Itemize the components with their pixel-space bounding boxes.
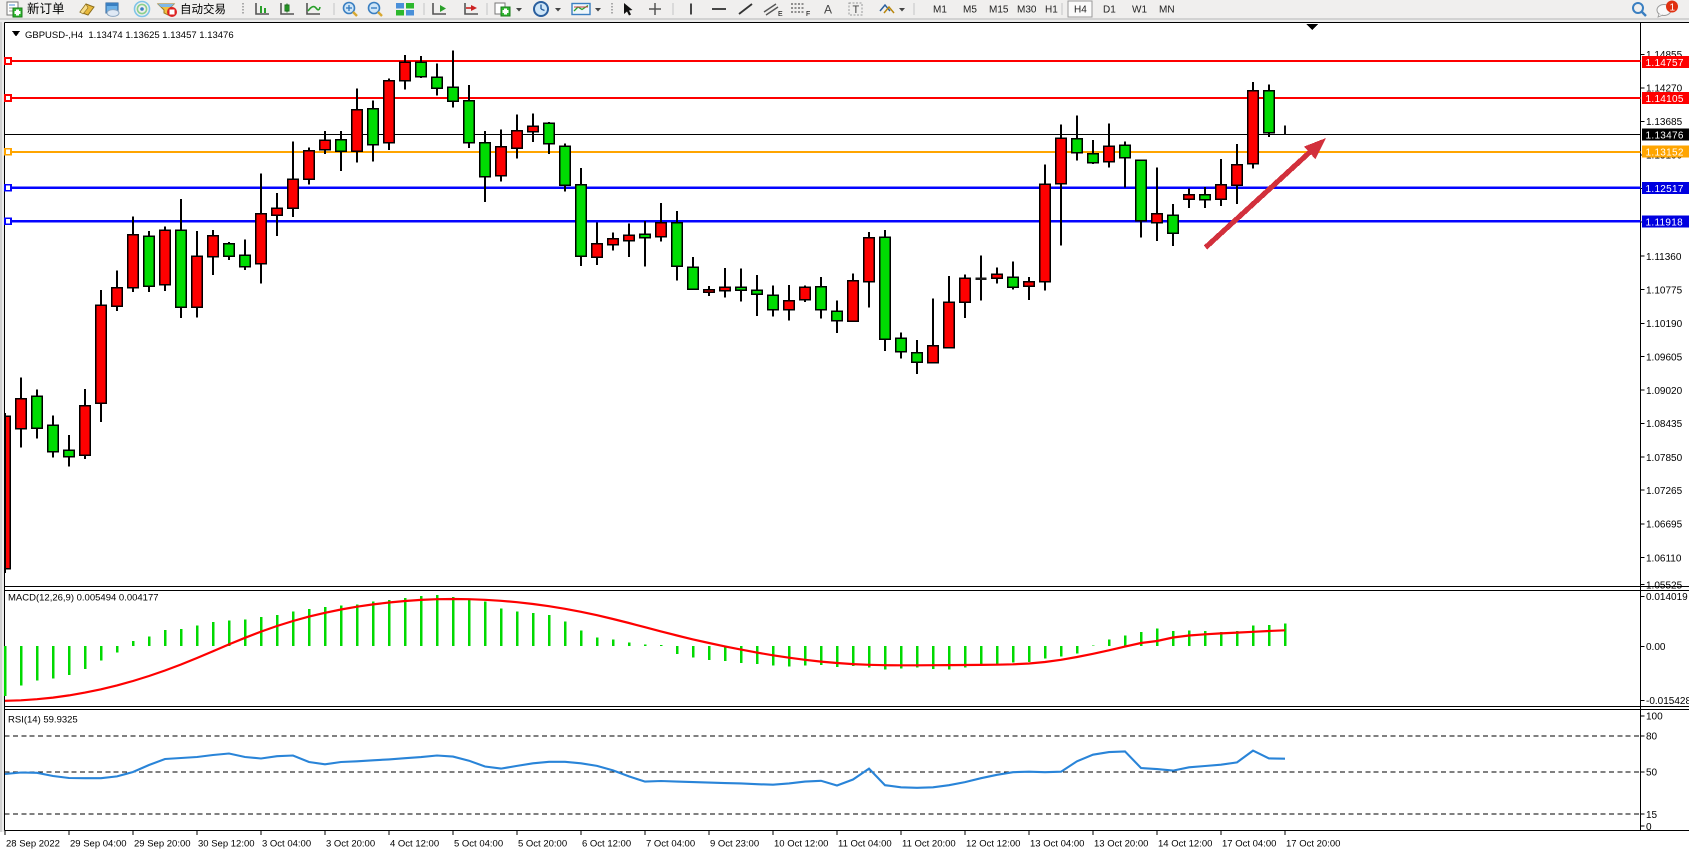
svg-text:3 Oct 04:00: 3 Oct 04:00 (262, 839, 311, 850)
svg-text:30 Sep 12:00: 30 Sep 12:00 (198, 839, 255, 850)
svg-text:1.05525: 1.05525 (1646, 580, 1683, 591)
svg-text:1.14855: 1.14855 (1646, 50, 1683, 61)
svg-text:A: A (824, 3, 832, 17)
svg-text:1.09605: 1.09605 (1646, 352, 1683, 363)
svg-text:5 Oct 04:00: 5 Oct 04:00 (454, 839, 503, 850)
svg-text:0.014019: 0.014019 (1646, 592, 1688, 603)
svg-text:0: 0 (1646, 822, 1652, 833)
svg-text:15: 15 (1646, 810, 1658, 821)
svg-text:3 Oct 20:00: 3 Oct 20:00 (326, 839, 375, 850)
svg-text:1.11360: 1.11360 (1646, 252, 1682, 263)
svg-text:H1: H1 (1045, 5, 1058, 16)
svg-text:1.13152: 1.13152 (1646, 148, 1684, 159)
svg-text:4 Oct 12:00: 4 Oct 12:00 (390, 839, 439, 850)
svg-text:80: 80 (1646, 732, 1658, 743)
svg-text:1: 1 (1670, 3, 1676, 14)
svg-text:12 Oct 12:00: 12 Oct 12:00 (966, 839, 1020, 850)
svg-text:11 Oct 04:00: 11 Oct 04:00 (838, 839, 892, 850)
svg-text:自动交易: 自动交易 (180, 2, 226, 16)
svg-text:1.12517: 1.12517 (1646, 184, 1684, 195)
svg-text:MN: MN (1159, 5, 1175, 16)
svg-text:T: T (853, 4, 860, 16)
svg-text:W1: W1 (1132, 5, 1147, 16)
svg-text:新订单: 新订单 (27, 1, 65, 16)
svg-text:F: F (806, 11, 810, 18)
svg-text:H4: H4 (1074, 5, 1087, 16)
svg-text:13 Oct 04:00: 13 Oct 04:00 (1030, 839, 1084, 850)
svg-text:E: E (778, 11, 783, 18)
svg-text:D1: D1 (1103, 5, 1116, 16)
svg-text:M15: M15 (989, 5, 1009, 16)
svg-text:1.10190: 1.10190 (1646, 319, 1683, 330)
svg-text:1.06110: 1.06110 (1646, 553, 1682, 564)
svg-text:1.13476: 1.13476 (1646, 130, 1684, 141)
svg-text:9 Oct 23:00: 9 Oct 23:00 (710, 839, 759, 850)
svg-text:1.09020: 1.09020 (1646, 386, 1683, 397)
svg-text:11 Oct 20:00: 11 Oct 20:00 (902, 839, 956, 850)
svg-text:14 Oct 12:00: 14 Oct 12:00 (1158, 839, 1212, 850)
svg-text:50: 50 (1646, 768, 1658, 779)
svg-text:100: 100 (1646, 712, 1663, 723)
svg-text:1.14270: 1.14270 (1646, 84, 1683, 95)
svg-text:M1: M1 (933, 5, 947, 16)
svg-text:1.07265: 1.07265 (1646, 486, 1683, 497)
svg-text:RSI(14) 59.9325: RSI(14) 59.9325 (8, 715, 78, 726)
svg-text:1.11918: 1.11918 (1646, 217, 1684, 228)
svg-text:1.06695: 1.06695 (1646, 520, 1683, 531)
svg-text:28 Sep 2022: 28 Sep 2022 (6, 839, 60, 850)
svg-text:0.00: 0.00 (1646, 642, 1666, 653)
svg-text:10 Oct 12:00: 10 Oct 12:00 (774, 839, 828, 850)
svg-text:17 Oct 20:00: 17 Oct 20:00 (1286, 839, 1340, 850)
svg-text:M30: M30 (1017, 5, 1037, 16)
svg-text:1.08435: 1.08435 (1646, 419, 1683, 430)
svg-text:13 Oct 20:00: 13 Oct 20:00 (1094, 839, 1148, 850)
svg-text:6 Oct 12:00: 6 Oct 12:00 (582, 839, 631, 850)
svg-text:1.14757: 1.14757 (1646, 58, 1684, 69)
svg-text:17 Oct 04:00: 17 Oct 04:00 (1222, 839, 1276, 850)
svg-text:1.07850: 1.07850 (1646, 453, 1683, 464)
svg-text:MACD(12,26,9) 0.005494 0.00417: MACD(12,26,9) 0.005494 0.004177 (8, 593, 159, 604)
svg-text:1.10775: 1.10775 (1646, 285, 1683, 296)
svg-text:1.13685: 1.13685 (1646, 117, 1683, 128)
svg-text:1.14105: 1.14105 (1646, 94, 1684, 105)
svg-text:29 Sep 20:00: 29 Sep 20:00 (134, 839, 191, 850)
svg-text:5 Oct 20:00: 5 Oct 20:00 (518, 839, 567, 850)
svg-text:29 Sep 04:00: 29 Sep 04:00 (70, 839, 127, 850)
svg-text:-0.015428: -0.015428 (1646, 696, 1689, 707)
svg-text:7 Oct 04:00: 7 Oct 04:00 (646, 839, 695, 850)
svg-text:M5: M5 (963, 5, 977, 16)
svg-text:GBPUSD-,H4 1.13474 1.13625 1.: GBPUSD-,H4 1.13474 1.13625 1.13457 1.134… (25, 30, 234, 41)
